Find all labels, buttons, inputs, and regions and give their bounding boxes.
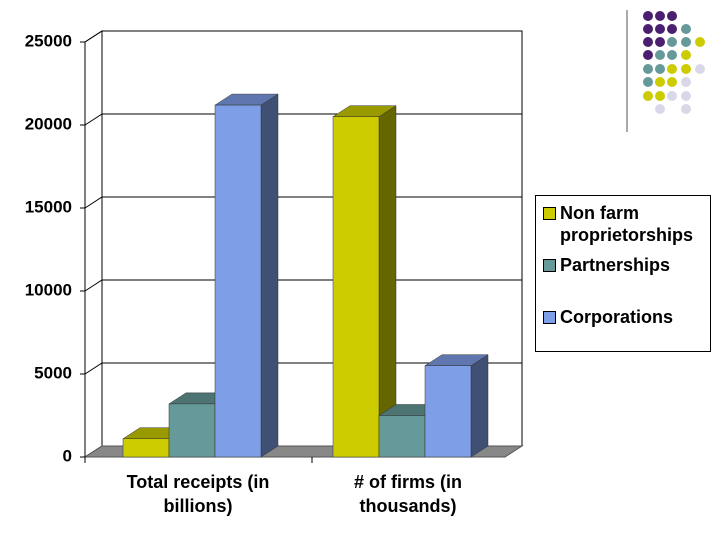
y-tick-label: 10000 [25, 280, 72, 299]
legend-label: Corporations [560, 307, 674, 327]
bar [168, 403, 216, 458]
legend-swatch [543, 207, 556, 220]
legend-label: Partnerships [560, 255, 671, 275]
bar [378, 415, 426, 458]
legend-label: Non farm proprietorships [560, 203, 694, 245]
side-wall [84, 30, 103, 458]
y-tick-label: 20000 [25, 114, 72, 133]
y-tick-label: 5000 [34, 363, 72, 382]
decoration [626, 10, 705, 132]
legend: Non farm proprietorships Partnerships Corp… [535, 195, 711, 352]
bar-side [378, 105, 397, 458]
y-tick-label: 0 [63, 446, 72, 465]
bar-side [470, 354, 489, 458]
y-tick-label: 15000 [25, 197, 72, 216]
x-tick-label: Total receipts (in billions) [126, 472, 270, 516]
x-tick-label: # of firms (in thousands) [353, 472, 462, 516]
legend-swatch [543, 311, 556, 324]
grid-line [84, 30, 522, 43]
bar [122, 438, 170, 458]
legend-item: Partnerships [540, 254, 706, 276]
legend-item: Non farm proprietorships [540, 202, 706, 246]
bar-side [260, 93, 279, 458]
bar [332, 116, 380, 458]
bar [214, 104, 262, 458]
legend-swatch [543, 259, 556, 272]
legend-item: Corporations [540, 306, 706, 328]
y-tick-label: 25000 [25, 31, 72, 50]
bar [424, 365, 472, 458]
